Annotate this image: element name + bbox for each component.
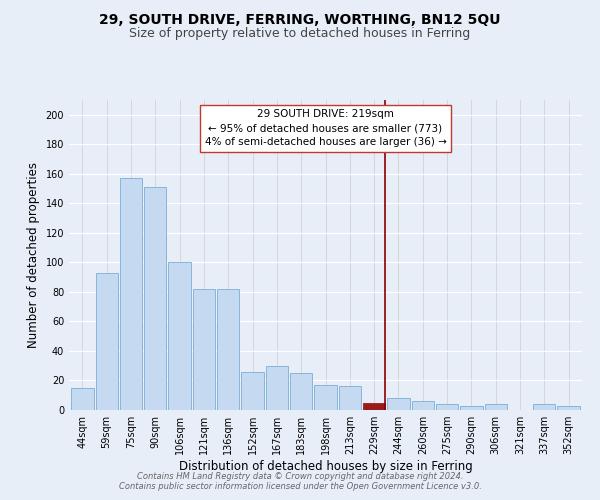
Bar [314,385,337,410]
Bar [95,272,118,410]
X-axis label: Distribution of detached houses by size in Ferring: Distribution of detached houses by size … [179,460,472,473]
Bar [412,401,434,410]
Bar [387,398,410,410]
Text: Contains public sector information licensed under the Open Government Licence v3: Contains public sector information licen… [119,482,481,491]
Bar [533,404,556,410]
Bar [169,262,191,410]
Bar [290,373,313,410]
Y-axis label: Number of detached properties: Number of detached properties [27,162,40,348]
Text: 29, SOUTH DRIVE, FERRING, WORTHING, BN12 5QU: 29, SOUTH DRIVE, FERRING, WORTHING, BN12… [99,12,501,26]
Bar [436,404,458,410]
Bar [266,366,288,410]
Bar [120,178,142,410]
Text: Contains HM Land Registry data © Crown copyright and database right 2024.: Contains HM Land Registry data © Crown c… [137,472,463,481]
Bar [217,289,239,410]
Text: Size of property relative to detached houses in Ferring: Size of property relative to detached ho… [130,28,470,40]
Bar [338,386,361,410]
Bar [193,289,215,410]
Text: 29 SOUTH DRIVE: 219sqm
← 95% of detached houses are smaller (773)
4% of semi-det: 29 SOUTH DRIVE: 219sqm ← 95% of detached… [205,110,446,148]
Bar [557,406,580,410]
Bar [485,404,507,410]
Bar [460,406,482,410]
Bar [241,372,264,410]
Bar [71,388,94,410]
Bar [363,402,385,410]
Bar [144,187,166,410]
